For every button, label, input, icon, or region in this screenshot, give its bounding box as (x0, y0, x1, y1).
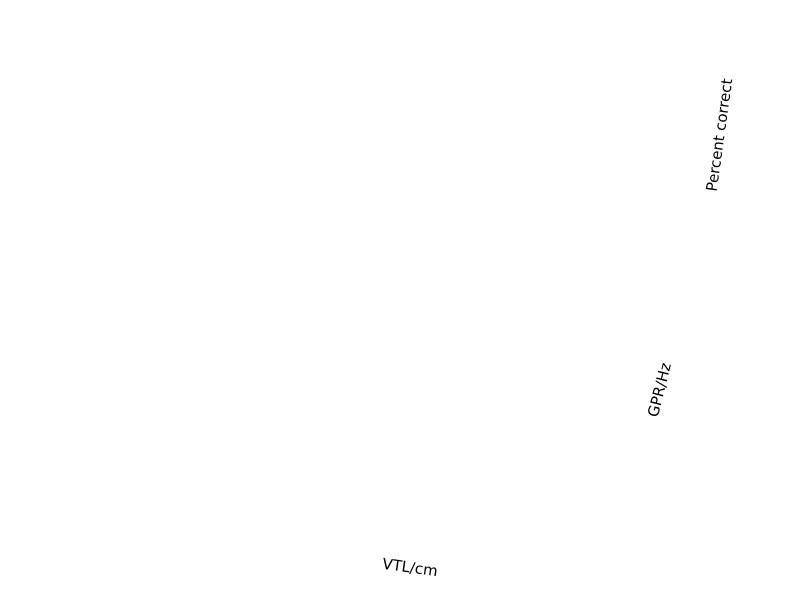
x-axis-label: VTL/cm (381, 555, 439, 581)
z-axis-label: Percent correct (703, 77, 737, 192)
y-axis-label: GPR/Hz (644, 361, 675, 419)
